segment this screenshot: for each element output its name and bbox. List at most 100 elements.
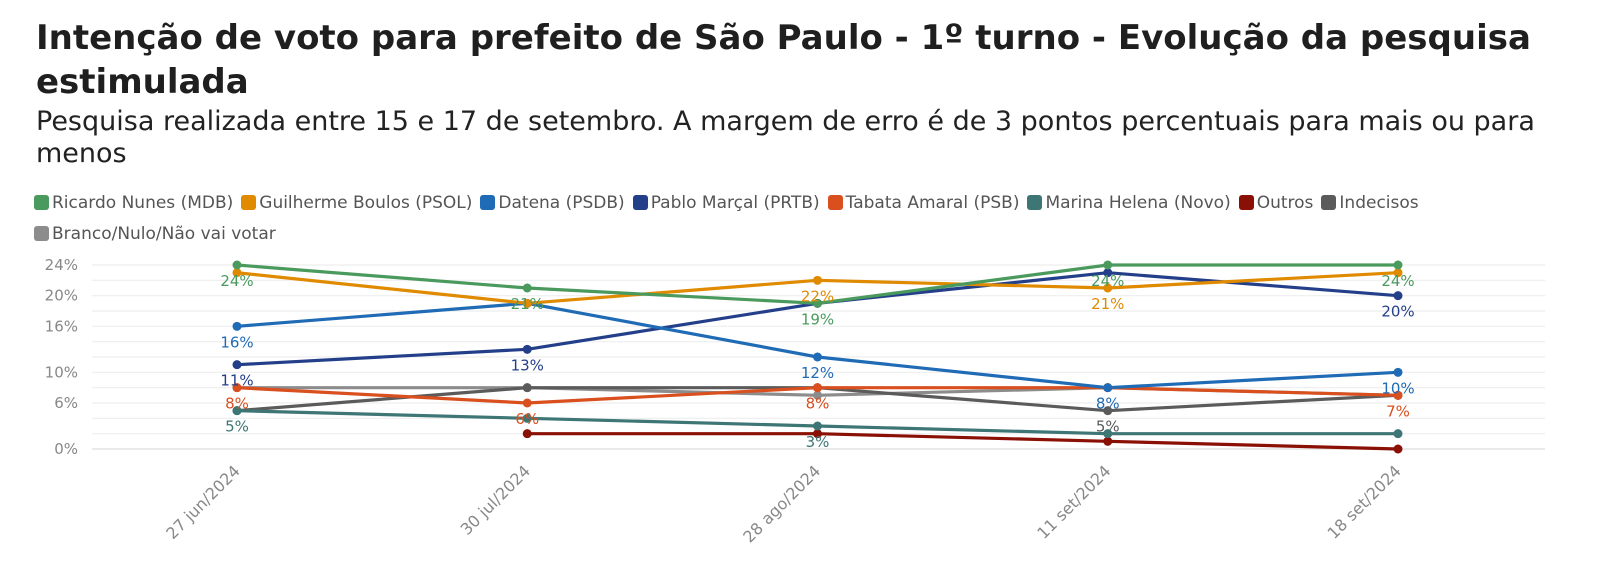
data-point-guilherme-boulos-psol (1103, 283, 1113, 293)
data-point-tabata-amaral-psb (1393, 390, 1403, 400)
y-tick-label: 24% (45, 256, 78, 274)
legend-item-outros[interactable]: Outros (1238, 192, 1314, 213)
data-point-ricardo-nunes-mdb (813, 298, 822, 308)
data-label-ricardo-nunes-mdb: 24% (1381, 272, 1414, 290)
data-point-ricardo-nunes-mdb (1393, 260, 1403, 270)
y-tick-label: 20% (45, 287, 78, 305)
legend-label: Indecisos (1339, 192, 1419, 213)
legend-label: Marina Helena (Novo) (1045, 192, 1231, 213)
legend-label: Branco/Nulo/Não vai votar (52, 223, 276, 244)
legend-item-tabata-amaral-psb[interactable]: Tabata Amaral (PSB) (827, 192, 1020, 213)
data-point-outros (1103, 436, 1113, 446)
legend-label: Ricardo Nunes (MDB) (52, 192, 234, 213)
data-point-tabata-amaral-psb (232, 383, 242, 393)
legend-swatch (827, 195, 843, 210)
y-tick-label: 16% (45, 317, 78, 335)
legend-swatch (632, 195, 648, 210)
data-label-tabata-amaral-psb: 8% (806, 395, 830, 413)
data-point-outros (1393, 444, 1403, 454)
legend-swatch (241, 195, 257, 210)
data-label-datena-psdb: 10% (1381, 379, 1414, 397)
data-point-marina-helena-novo (522, 413, 532, 423)
data-label-datena-psdb: 12% (801, 364, 834, 382)
chart-title: Intenção de voto para prefeito de São Pa… (36, 18, 1531, 102)
x-axis: 27 jun/2024 30 jul/2024 28 ago/2024 11 set/… (162, 461, 1405, 546)
data-label-ricardo-nunes-mdb: 24% (1091, 272, 1124, 290)
data-point-ricardo-nunes-mdb (522, 283, 532, 293)
legend-item-guilherme-boulos-psol[interactable]: Guilherme Boulos (PSOL) (241, 192, 472, 213)
data-point-outros (522, 429, 532, 439)
data-point-pablo-marcal-prtb (232, 360, 242, 370)
data-label-pablo-marcal-prtb: 20% (1381, 303, 1414, 321)
data-point-guilherme-boulos-psol (232, 268, 242, 278)
data-label-pablo-marcal-prtb: 13% (511, 356, 544, 374)
data-label-tabata-amaral-psb: 6% (515, 410, 539, 428)
legend-label: Pablo Marçal (PRTB) (650, 192, 820, 213)
y-tick-label: 10% (45, 363, 78, 381)
data-label-tabata-amaral-psb: 8% (225, 395, 249, 413)
data-point-guilherme-boulos-psol (1393, 268, 1403, 278)
y-tick-label: 6% (54, 394, 78, 412)
data-label-datena-psdb: 8% (1096, 395, 1120, 413)
legend-item-pablo-marcal-prtb[interactable]: Pablo Marçal (PRTB) (632, 192, 820, 213)
legend-swatch (1321, 195, 1337, 210)
data-label-ricardo-nunes-mdb: 19% (801, 310, 834, 328)
data-point-ricardo-nunes-mdb (232, 260, 242, 270)
x-tick-label: 11 set/2024 (1033, 461, 1114, 542)
data-point-datena-psdb (1393, 367, 1403, 377)
y-axis: 0% 6% 10% 16% 20% 24% (45, 256, 78, 458)
data-label-pablo-marcal-prtb: 11% (220, 372, 253, 390)
data-point-branco-nulo-nao-vai-votar (813, 390, 822, 400)
legend-swatch (1238, 195, 1254, 210)
data-point-datena-psdb (813, 352, 822, 362)
series-line-outros (525, 432, 1400, 451)
data-label-guilherme-boulos-psol: 21% (1091, 295, 1124, 313)
x-tick-label: 30 jul/2024 (457, 461, 534, 538)
data-labels: 24% 21% 19% 24% 24% 22% 21% 16% 12% 8% 10% 11% 13% 20… (220, 272, 1414, 451)
y-tick-label: 0% (54, 440, 78, 458)
data-label-marina-helena-novo: 3% (806, 433, 830, 451)
x-tick-label: 18 set/2024 (1324, 461, 1405, 542)
data-label-indecisos: 5% (1096, 418, 1120, 436)
data-point-pablo-marcal-prtb (1103, 268, 1113, 278)
data-label-tabata-amaral-psb: 7% (1386, 402, 1410, 420)
legend-item-branco-nulo-nao-vai-votar[interactable]: Branco/Nulo/Não vai votar (34, 223, 276, 244)
legend-label: Tabata Amaral (PSB) (845, 192, 1020, 213)
legend-label: Datena (PSDB) (498, 192, 625, 213)
legend-item-marina-helena-novo[interactable]: Marina Helena (Novo) (1027, 192, 1231, 213)
data-label-datena-psdb: 16% (220, 333, 253, 351)
data-label-ricardo-nunes-mdb: 24% (220, 272, 253, 290)
data-label-marina-helena-novo: 5% (225, 418, 249, 436)
data-point-indecisos (1103, 406, 1113, 416)
data-point-datena-psdb (232, 321, 242, 331)
data-label-ricardo-nunes-mdb: 21% (511, 295, 544, 313)
chart-subtitle: Pesquisa realizada entre 15 e 17 de sete… (36, 106, 1535, 169)
data-point-marina-helena-novo (232, 406, 242, 416)
data-point-pablo-marcal-prtb (1393, 291, 1403, 301)
data-label-guilherme-boulos-psol: 22% (801, 287, 834, 305)
legend-swatch (34, 226, 49, 241)
data-point-marina-helena-novo (813, 421, 822, 431)
legend-item-indecisos[interactable]: Indecisos (1321, 192, 1419, 213)
data-point-tabata-amaral-psb (522, 398, 532, 408)
data-point-outros (813, 429, 822, 439)
legend-label: Guilherme Boulos (PSOL) (259, 192, 473, 213)
data-point-marina-helena-novo (1103, 429, 1113, 439)
legend-swatch (1027, 195, 1043, 210)
x-tick-label: 28 ago/2024 (739, 461, 824, 546)
data-point-ricardo-nunes-mdb (1103, 260, 1113, 270)
data-point-datena-psdb (1103, 383, 1113, 393)
data-point-marina-helena-novo (1393, 429, 1403, 439)
data-point-pablo-marcal-prtb (522, 344, 532, 354)
x-tick-label: 27 jun/2024 (162, 461, 244, 543)
data-point-guilherme-boulos-psol (522, 298, 532, 308)
data-point-indecisos (522, 383, 532, 393)
legend-label: Outros (1256, 192, 1314, 213)
data-point-guilherme-boulos-psol (813, 275, 822, 285)
legend-item-datena-psdb[interactable]: Datena (PSDB) (480, 192, 625, 213)
legend-item-ricardo-nunes-mdb[interactable]: Ricardo Nunes (MDB) (34, 192, 233, 213)
legend-swatch (34, 195, 49, 210)
legend-swatch (480, 195, 496, 210)
chart-legend: Ricardo Nunes (MDB) Guilherme Boulos (PSO… (34, 192, 1534, 244)
